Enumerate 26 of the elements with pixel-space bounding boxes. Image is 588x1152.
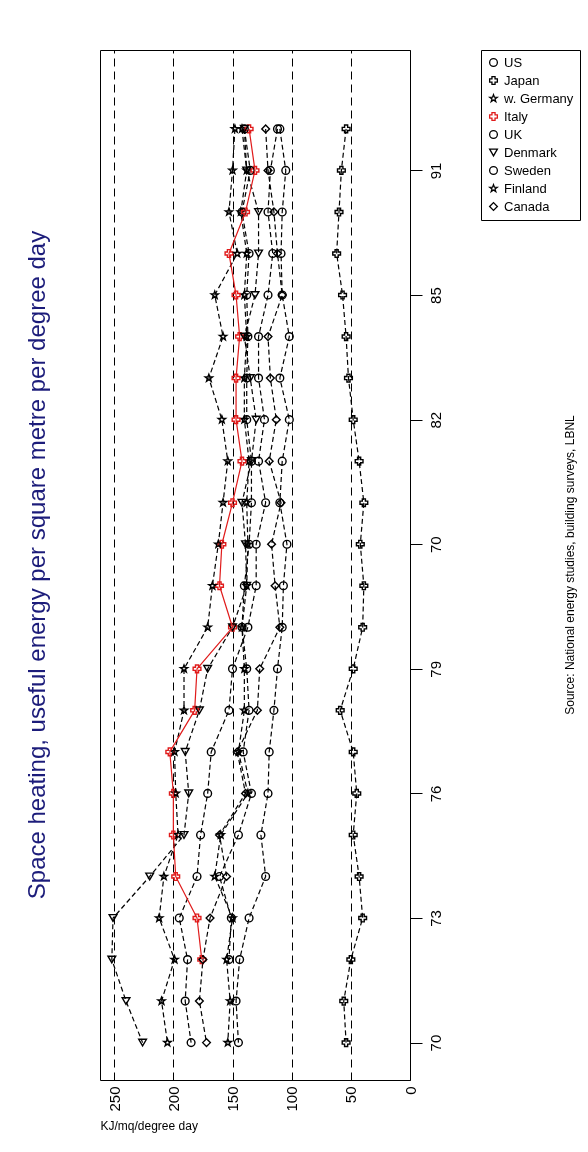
x-tick-label: 0 bbox=[401, 1086, 419, 1095]
x-tick-label: 200 bbox=[164, 1086, 182, 1112]
x-tick-label: 250 bbox=[105, 1086, 123, 1112]
legend-label: Canada bbox=[504, 198, 551, 214]
legend-label: Finland bbox=[504, 180, 547, 196]
y-tick-label: 91 bbox=[426, 162, 444, 180]
legend-label: US bbox=[504, 54, 523, 70]
x-tick-label: 150 bbox=[224, 1086, 242, 1112]
legend-label: Sweden bbox=[504, 162, 551, 178]
y-tick-label: 79 bbox=[426, 660, 444, 678]
y-tick-label: 82 bbox=[426, 411, 444, 429]
text: Space heating, useful energy per square metre per degree day bbox=[23, 230, 50, 900]
x-axis-title: KJ/mq/degree day bbox=[100, 1118, 198, 1133]
x-tick-label: 50 bbox=[342, 1086, 360, 1104]
legend-label: Japan bbox=[504, 72, 540, 88]
legend-label: Denmark bbox=[504, 144, 558, 160]
y-tick-label: 85 bbox=[426, 287, 444, 304]
x-tick-label: 100 bbox=[283, 1086, 301, 1112]
source-note: Source: National energy studies, building surveys, LBNL bbox=[563, 414, 577, 715]
y-tick-label: 70 bbox=[426, 536, 444, 554]
y-tick-label: 70 bbox=[426, 1034, 444, 1052]
legend-label: UK bbox=[504, 126, 523, 142]
legend-label: w. Germany bbox=[503, 90, 574, 106]
y-tick-label: 73 bbox=[426, 910, 444, 927]
legend-label: Italy bbox=[504, 108, 529, 124]
y-tick-label: 76 bbox=[426, 785, 444, 803]
